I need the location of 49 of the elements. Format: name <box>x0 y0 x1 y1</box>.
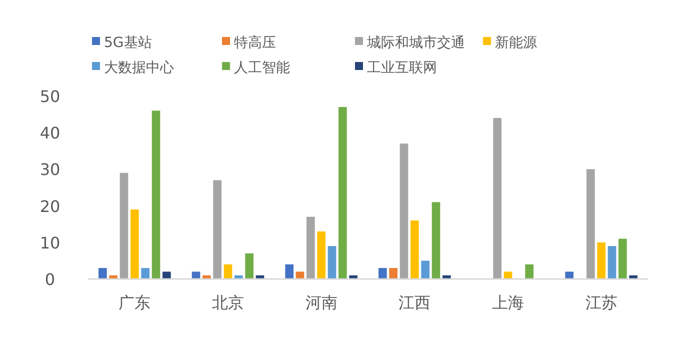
bar <box>141 268 150 279</box>
bar <box>421 260 430 279</box>
bar <box>98 268 107 279</box>
bar <box>306 216 315 279</box>
y-tick-label: 30 <box>40 160 60 180</box>
bar <box>317 231 326 279</box>
bar <box>328 246 336 279</box>
bar <box>565 272 574 279</box>
bar <box>245 253 254 279</box>
bar <box>525 264 534 279</box>
legend-label: 5G基站 <box>104 35 152 51</box>
bar <box>400 144 408 279</box>
x-tick-label: 上海 <box>492 293 524 312</box>
legend-label: 工业互联网 <box>367 60 437 76</box>
bar <box>338 106 347 279</box>
x-tick-label: 江苏 <box>585 293 618 312</box>
bar <box>504 272 512 279</box>
y-tick-label: 50 <box>40 87 60 106</box>
bar <box>493 118 502 279</box>
y-tick-label: 40 <box>40 124 60 143</box>
legend-label: 城际和城市交通 <box>366 35 465 51</box>
bar <box>432 202 440 279</box>
bar <box>213 180 222 279</box>
legend-label: 特高压 <box>234 35 276 51</box>
bar <box>130 209 139 279</box>
bar <box>618 238 627 279</box>
bar <box>224 264 232 279</box>
bar <box>608 246 616 279</box>
legend-label: 新能源 <box>495 35 537 51</box>
x-tick-label: 广东 <box>118 293 151 312</box>
bar <box>597 242 606 279</box>
y-tick-label: 20 <box>40 196 60 216</box>
x-tick-label: 河南 <box>305 293 338 312</box>
bar <box>162 272 171 279</box>
y-tick-label: 0 <box>44 270 56 289</box>
bar <box>389 268 398 279</box>
bar <box>378 268 387 279</box>
x-tick-label: 北京 <box>212 293 244 312</box>
bar <box>285 264 294 279</box>
legend-label: 大数据中心 <box>104 60 174 76</box>
bar <box>192 272 200 279</box>
legend-label: 人工智能 <box>234 60 290 76</box>
y-tick-label: 10 <box>40 233 60 252</box>
bar <box>296 272 304 279</box>
bar <box>120 172 128 279</box>
bar <box>586 169 595 279</box>
bar <box>410 220 419 279</box>
bar <box>152 110 160 279</box>
x-tick-label: 江西 <box>398 293 431 312</box>
